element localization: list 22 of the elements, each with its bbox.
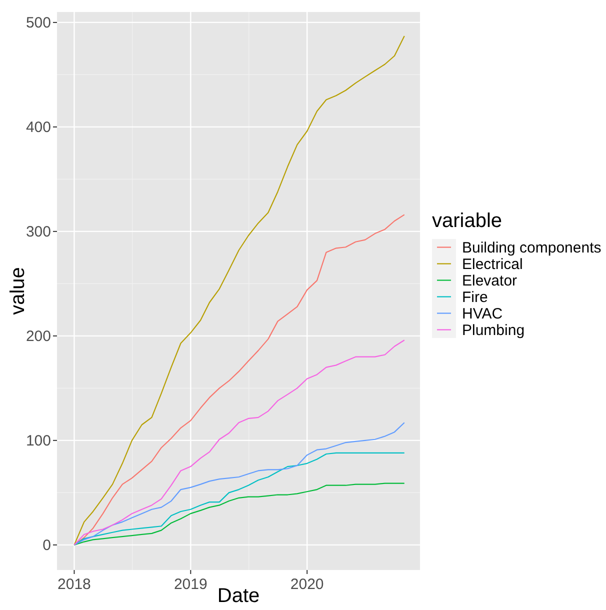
y-tick-label: 300: [26, 224, 51, 241]
y-tick-label: 200: [26, 328, 51, 346]
legend-label: Plumbing: [462, 322, 525, 339]
y-tick-label: 0: [42, 537, 51, 554]
y-tick-label: 100: [26, 432, 51, 450]
line-series: [74, 35, 405, 546]
legend-title: variable: [432, 210, 502, 232]
legend-label: Electrical: [462, 256, 523, 273]
line-series: [74, 482, 405, 546]
y-tick-label: 400: [26, 119, 51, 136]
x-tick-label: 2018: [58, 576, 91, 593]
legend-label: HVAC: [462, 306, 503, 322]
x-axis-title: Date: [217, 585, 260, 607]
y-axis-title: value: [7, 267, 29, 315]
legend-label: Elevator: [462, 272, 518, 290]
x-tick-label: 2020: [290, 576, 324, 593]
line-series: [74, 340, 405, 546]
x-tick-label: 2019: [174, 576, 208, 593]
y-tick-label: 500: [26, 14, 51, 32]
legend-label: Fire: [462, 289, 488, 306]
legend-label: Building components: [462, 240, 602, 256]
line-series: [74, 422, 405, 546]
